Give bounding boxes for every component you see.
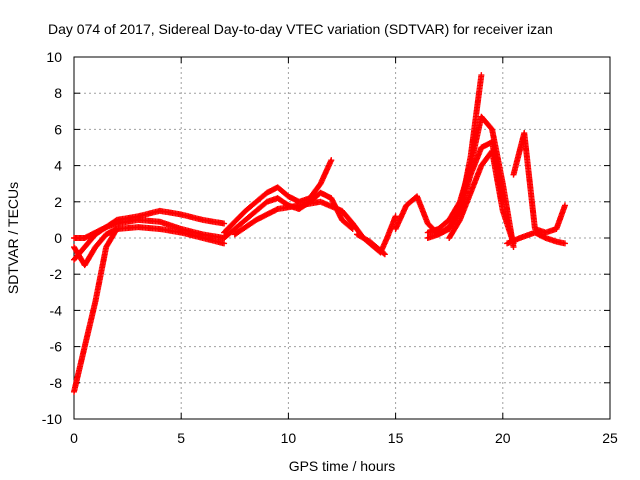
y-tick-label: 8	[54, 85, 62, 101]
data-point	[392, 213, 399, 220]
x-axis-label: GPS time / hours	[289, 458, 396, 474]
x-tick-label: 25	[602, 430, 618, 446]
y-tick-label: 2	[54, 194, 62, 210]
series-arc-g	[231, 198, 356, 238]
y-axis-label: SDTVAR / TECUs	[5, 182, 21, 294]
series-arc-c	[71, 224, 228, 269]
data-point	[381, 251, 388, 258]
series-arc-a	[71, 225, 120, 395]
y-tick-label: 0	[54, 230, 62, 246]
y-tick-label: -10	[42, 411, 62, 427]
series-arc-n	[510, 130, 568, 236]
x-tick-label: 0	[70, 430, 78, 446]
series-arc-m	[446, 148, 517, 247]
data-point	[561, 240, 568, 247]
data-point	[478, 72, 485, 79]
data-point	[221, 220, 228, 227]
x-tick-label: 15	[388, 430, 404, 446]
data-point	[561, 202, 568, 209]
y-tick-label: 6	[54, 121, 62, 137]
x-tick-label: 5	[177, 430, 185, 446]
x-tick-label: 10	[281, 430, 297, 446]
axis-ticks: 0 5 10 15 20 25 -10 -8 -6 -4 -2 0 2 4 6 8 10	[42, 49, 618, 446]
series-arc-e	[221, 157, 335, 236]
grid	[74, 57, 610, 419]
series-arc-o	[504, 229, 568, 247]
y-tick-label: 10	[46, 49, 62, 65]
y-tick-label: -4	[50, 302, 63, 318]
x-tick-label: 20	[495, 430, 511, 446]
data-points	[71, 72, 568, 395]
y-tick-label: 4	[54, 158, 62, 174]
data-point	[380, 250, 387, 257]
data-point	[221, 240, 228, 247]
series-arc-i	[354, 231, 388, 258]
chart-title: Day 074 of 2017, Sidereal Day-to-day VTE…	[48, 21, 553, 37]
data-point	[328, 157, 335, 164]
y-tick-label: -6	[50, 339, 63, 355]
y-tick-label: -2	[50, 266, 63, 282]
y-tick-label: -8	[50, 375, 63, 391]
series-arc-d	[71, 216, 228, 241]
